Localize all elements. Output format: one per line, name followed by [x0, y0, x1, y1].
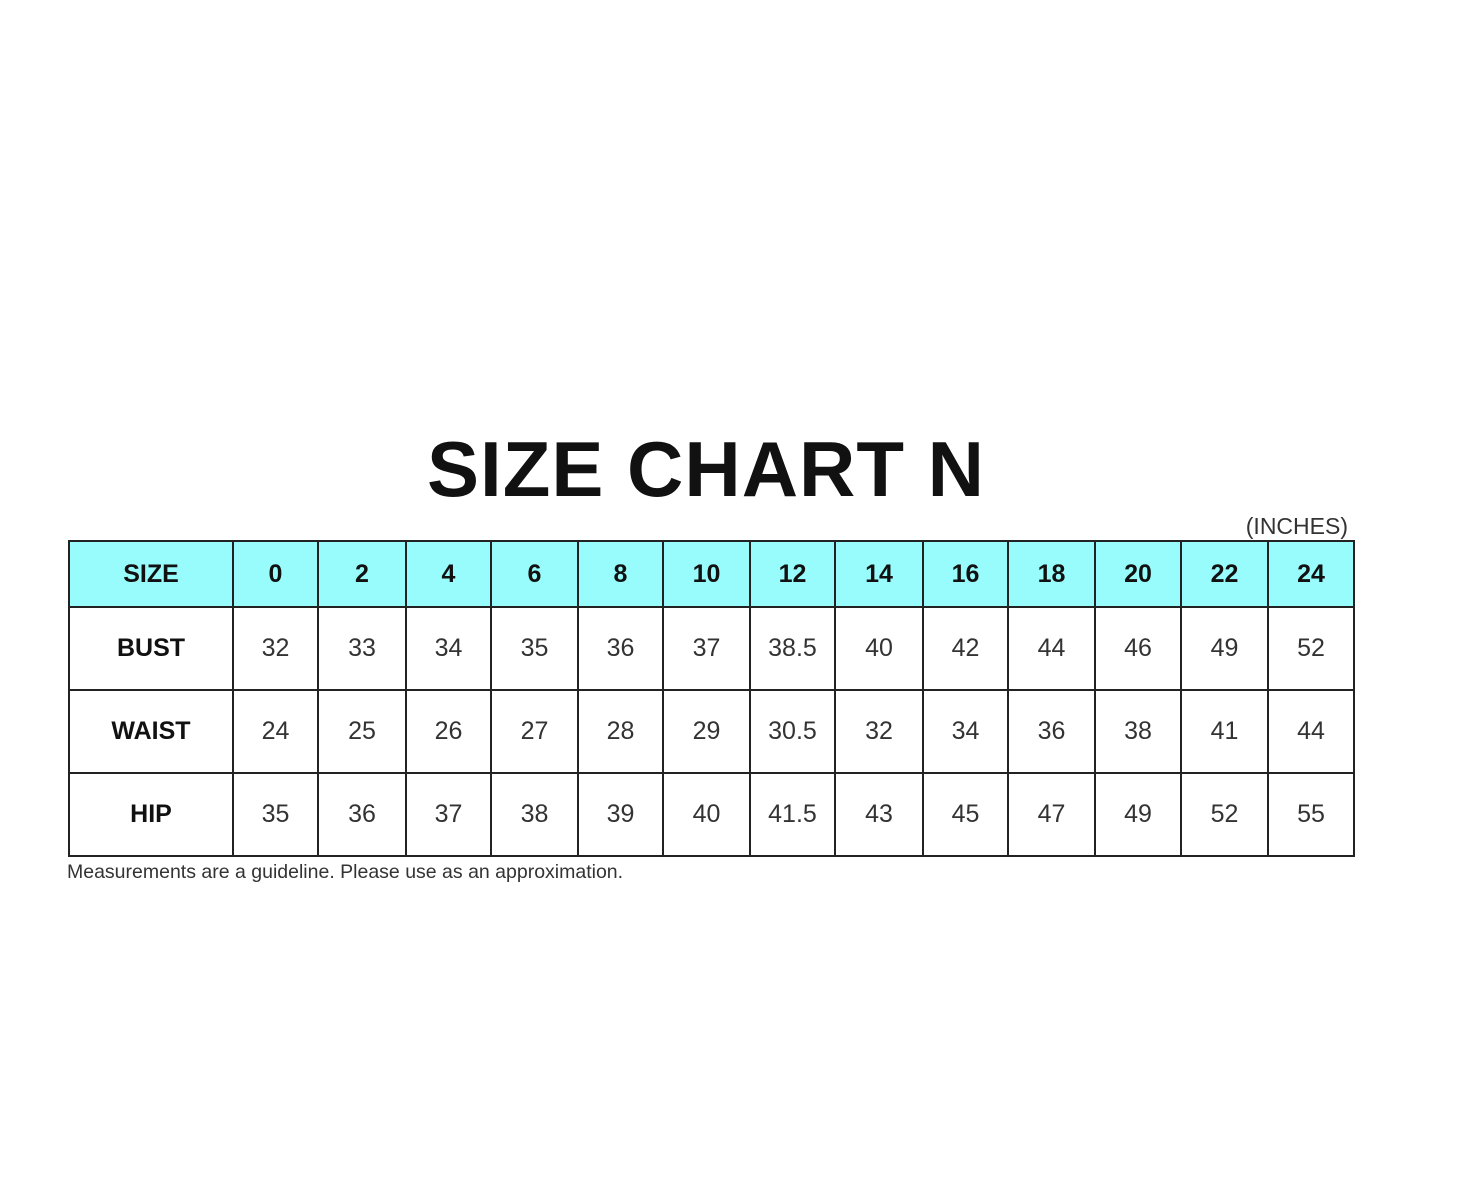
measurement-cell: 32	[834, 689, 924, 774]
measurement-cell: 33	[317, 606, 407, 691]
measurement-cell: 40	[662, 772, 751, 857]
measurement-cell: 34	[922, 689, 1009, 774]
measurement-cell: 44	[1267, 689, 1355, 774]
measurement-cell: 25	[317, 689, 407, 774]
measurement-cell: 27	[490, 689, 579, 774]
measurement-cell: 47	[1007, 772, 1096, 857]
measurement-cell: 39	[577, 772, 664, 857]
measurement-cell: 29	[662, 689, 751, 774]
measurement-cell: 26	[405, 689, 492, 774]
header-label: SIZE	[68, 540, 234, 608]
size-header-cell: 8	[577, 540, 664, 608]
row-label: WAIST	[68, 689, 234, 774]
measurement-cell: 32	[232, 606, 319, 691]
measurement-cell: 37	[662, 606, 751, 691]
size-header-cell: 10	[662, 540, 751, 608]
size-header-cell: 14	[834, 540, 924, 608]
size-header-cell: 20	[1094, 540, 1182, 608]
measurement-cell: 38.5	[749, 606, 836, 691]
size-header-cell: 4	[405, 540, 492, 608]
measurement-cell: 36	[577, 606, 664, 691]
row-label: HIP	[68, 772, 234, 857]
size-header-cell: 0	[232, 540, 319, 608]
size-chart-table: SIZE 0 2 4 6 8 10 12 14 16 18 20 22 24 BUST 32 33 34 35 36 3…	[68, 540, 1355, 857]
measurement-cell: 38	[1094, 689, 1182, 774]
measurement-cell: 30.5	[749, 689, 836, 774]
table-row: HIP 35 36 37 38 39 40 41.5 43 45 47 49 52 55	[68, 772, 1355, 857]
size-header-cell: 2	[317, 540, 407, 608]
size-header-cell: 18	[1007, 540, 1096, 608]
table-row: BUST 32 33 34 35 36 37 38.5 40 42 44 46 49 52	[68, 606, 1355, 691]
measurement-cell: 43	[834, 772, 924, 857]
measurement-cell: 35	[232, 772, 319, 857]
header-row: SIZE 0 2 4 6 8 10 12 14 16 18 20 22 24	[68, 540, 1355, 608]
measurement-cell: 49	[1094, 772, 1182, 857]
row-label: BUST	[68, 606, 234, 691]
measurement-cell: 41	[1180, 689, 1269, 774]
measurement-cell: 37	[405, 772, 492, 857]
size-header-cell: 6	[490, 540, 579, 608]
measurement-cell: 38	[490, 772, 579, 857]
measurement-cell: 41.5	[749, 772, 836, 857]
measurement-cell: 44	[1007, 606, 1096, 691]
measurement-cell: 52	[1267, 606, 1355, 691]
unit-label: (INCHES)	[1245, 513, 1348, 539]
measurement-cell: 36	[1007, 689, 1096, 774]
measurement-cell: 40	[834, 606, 924, 691]
measurement-cell: 28	[577, 689, 664, 774]
measurement-cell: 42	[922, 606, 1009, 691]
measurement-cell: 46	[1094, 606, 1182, 691]
measurement-cell: 34	[405, 606, 492, 691]
measurement-cell: 45	[922, 772, 1009, 857]
size-header-cell: 24	[1267, 540, 1355, 608]
measurement-cell: 24	[232, 689, 319, 774]
measurement-cell: 49	[1180, 606, 1269, 691]
size-header-cell: 16	[922, 540, 1009, 608]
measurement-cell: 52	[1180, 772, 1269, 857]
page-title: SIZE CHART N	[427, 425, 985, 513]
measurement-cell: 35	[490, 606, 579, 691]
table-row: WAIST 24 25 26 27 28 29 30.5 32 34 36 38 41 44	[68, 689, 1355, 774]
measurement-cell: 36	[317, 772, 407, 857]
footnote: Measurements are a guideline. Please use…	[67, 861, 624, 883]
size-header-cell: 22	[1180, 540, 1269, 608]
measurement-cell: 55	[1267, 772, 1355, 857]
size-header-cell: 12	[749, 540, 836, 608]
